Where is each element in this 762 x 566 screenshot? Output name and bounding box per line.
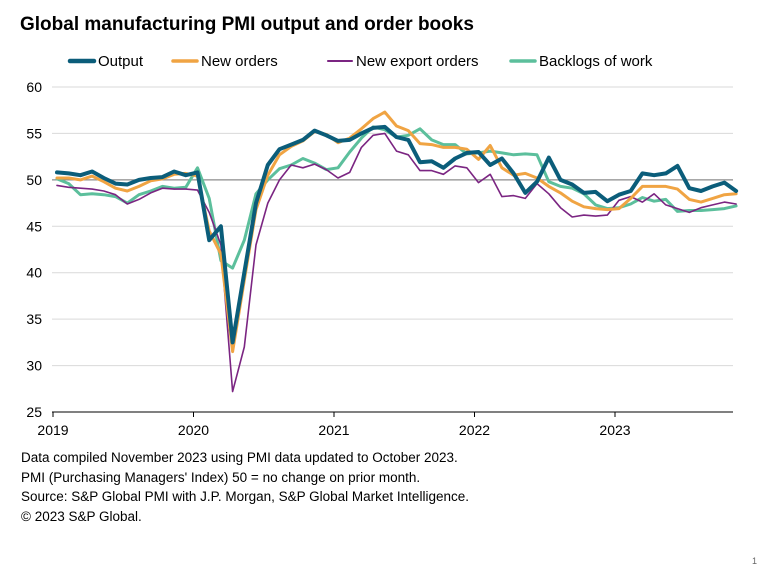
y-tick-label: 45 (26, 218, 42, 234)
chart-legend: Output New orders New export orders Backlog… (67, 53, 653, 70)
y-tick-label: 55 (26, 125, 42, 141)
y-tick-label: 40 (26, 265, 42, 281)
y-tick-label: 60 (26, 79, 42, 95)
note-source: Source: S&P Global PMI with J.P. Morgan,… (21, 489, 469, 504)
series-line-output (55, 124, 739, 345)
legend-label-new-export-orders: New export orders (356, 53, 479, 70)
y-tick-label: 35 (26, 311, 42, 327)
x-tick-label: 2022 (459, 422, 490, 438)
note-copyright: © 2023 S&P Global. (21, 508, 142, 524)
x-tick-label: 2021 (318, 422, 349, 438)
note-data-compiled: Data compiled November 2023 using PMI da… (21, 450, 458, 465)
chart-title: Global manufacturing PMI output and orde… (20, 14, 474, 35)
x-tick-label: 2020 (178, 422, 209, 438)
legend-label-new-orders: New orders (201, 53, 278, 70)
note-pmi-definition: PMI (Purchasing Managers' Index) 50 = no… (21, 469, 421, 485)
x-tick-label: 2023 (599, 422, 630, 438)
y-axis-tick-labels: 25 30 35 40 45 50 55 60 (26, 79, 42, 420)
legend-label-backlogs-of-work: Backlogs of work (539, 53, 653, 70)
y-tick-label: 50 (26, 172, 42, 188)
series-line-new-orders (55, 110, 738, 354)
x-axis: 2019 2020 2021 2022 2023 (37, 411, 733, 438)
y-tick-label: 30 (26, 358, 42, 374)
legend-label-output: Output (98, 53, 144, 70)
chart-notes: Data compiled November 2023 using PMI da… (21, 448, 469, 526)
y-tick-label: 25 (26, 404, 42, 420)
series-line-new-export-orders (56, 132, 737, 393)
page-number: 1 (752, 556, 758, 566)
x-tick-label: 2019 (37, 422, 68, 438)
chart-series (55, 110, 739, 393)
